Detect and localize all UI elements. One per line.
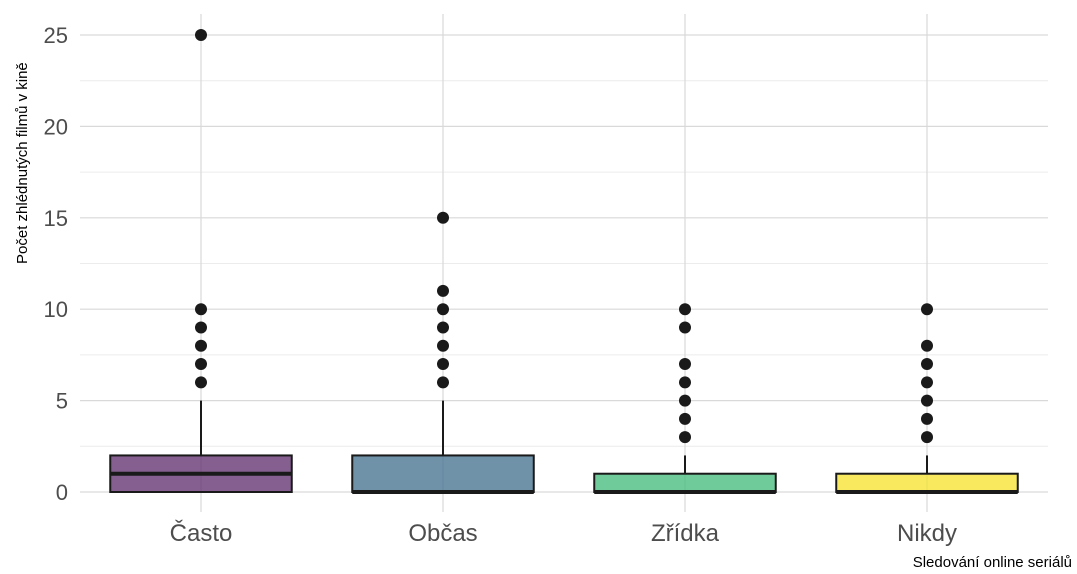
outlier-point <box>921 339 933 352</box>
outlier-point <box>195 303 207 316</box>
outlier-point <box>437 358 449 371</box>
y-tick-label: 10 <box>44 297 68 322</box>
outlier-point <box>437 339 449 352</box>
y-tick-label: 20 <box>44 114 68 139</box>
outlier-point <box>679 431 691 444</box>
outlier-point <box>921 376 933 389</box>
y-axis-ticks: 0 5 10 15 20 25 <box>44 23 68 505</box>
outlier-point <box>921 358 933 371</box>
box <box>593 472 777 494</box>
y-axis-title: Počet zhlédnutých filmů v kině <box>14 62 31 264</box>
x-axis-ticks: Často Občas Zřídka Nikdy <box>170 519 957 547</box>
outlier-point <box>195 358 207 371</box>
box-group <box>593 303 777 494</box>
outlier-point <box>437 376 449 389</box>
outlier-point <box>437 303 449 316</box>
outlier-point <box>195 376 207 389</box>
outlier-point <box>679 358 691 371</box>
outlier-point <box>195 339 207 352</box>
box-group <box>109 29 293 494</box>
outlier-point <box>921 394 933 407</box>
x-tick-label: Zřídka <box>651 520 720 547</box>
outlier-point <box>679 412 691 425</box>
outlier-point <box>921 412 933 425</box>
outlier-point <box>437 284 449 297</box>
outlier-point <box>921 303 933 316</box>
grid <box>80 14 1048 512</box>
x-tick-label: Občas <box>408 520 477 547</box>
outlier-point <box>195 321 207 334</box>
outlier-point <box>679 394 691 407</box>
box-group <box>351 211 535 494</box>
outlier-point <box>679 321 691 334</box>
box <box>351 454 535 494</box>
outlier-point <box>195 29 207 41</box>
x-axis-title: Sledování online seriálů <box>913 554 1072 571</box>
boxes <box>109 29 1019 494</box>
outlier-point <box>679 376 691 389</box>
outlier-point <box>437 211 449 224</box>
x-tick-label: Nikdy <box>897 520 957 547</box>
y-tick-label: 0 <box>56 480 68 505</box>
outlier-point <box>921 431 933 444</box>
box <box>835 472 1019 494</box>
y-tick-label: 15 <box>44 206 68 231</box>
outlier-point <box>437 321 449 334</box>
outlier-point <box>679 303 691 316</box>
x-tick-label: Často <box>170 519 233 547</box>
y-tick-label: 5 <box>56 389 68 414</box>
y-tick-label: 25 <box>44 23 68 48</box>
box-group <box>835 303 1019 494</box>
